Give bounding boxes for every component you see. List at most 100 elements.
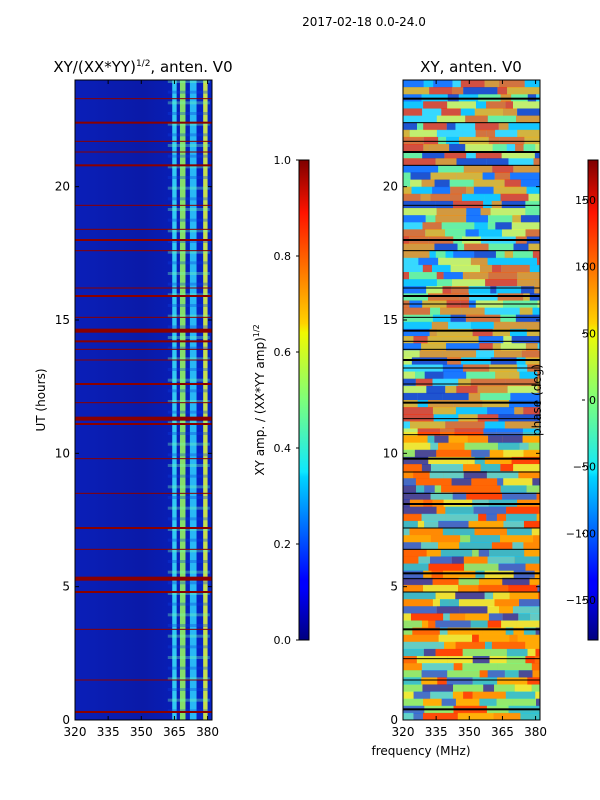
phase-patch (446, 677, 473, 685)
phase-patch (463, 471, 487, 479)
phase-patch (433, 414, 459, 422)
amplitude-texture-row (167, 506, 210, 510)
phase-patch (503, 115, 517, 124)
phase-patch (537, 584, 540, 593)
phase-patch (435, 158, 457, 166)
phase-patch (486, 158, 509, 166)
phase-patch (484, 456, 512, 465)
phase-flag-band (403, 383, 540, 385)
amplitude-texture-row (167, 176, 210, 179)
phase-patch (525, 343, 538, 351)
phase-patch (403, 464, 422, 472)
phase-patch (514, 684, 532, 693)
phase-patch (492, 343, 501, 351)
phase-x-tick-label: 320 (392, 725, 415, 739)
amplitude-texture-row (167, 357, 210, 361)
phase-patch (422, 264, 433, 273)
phase-patch (511, 456, 540, 465)
phase-patch (502, 435, 523, 444)
phase-patch (403, 193, 421, 202)
phase-patch (437, 677, 447, 685)
amplitude-title-exponent: 1/2 (136, 59, 150, 69)
phase-patch (436, 279, 452, 287)
phase-patch (430, 442, 439, 451)
phase-patch (491, 542, 513, 550)
phase-patch (453, 200, 484, 209)
phase-patch (456, 158, 487, 166)
phase-patch (516, 620, 540, 629)
amplitude-texture-row (167, 197, 210, 201)
phase-patch (432, 599, 440, 607)
phase-patch (403, 328, 430, 337)
amplitude-texture-row (167, 282, 210, 286)
phase-patch (519, 371, 538, 380)
amplitude-bright-stripe (179, 80, 186, 720)
phase-patch (424, 371, 444, 380)
amplitude-flag-band (75, 458, 212, 460)
phase-patch (415, 378, 433, 387)
phase-patch (484, 421, 505, 429)
phase-patch (505, 691, 536, 700)
amplitude-flag-band (75, 287, 212, 289)
phase-x-tick-label: 335 (425, 725, 448, 739)
phase-y-tick-label: 5 (390, 580, 398, 594)
phase-patch (451, 279, 486, 287)
phase-patch (403, 471, 414, 479)
phase-patch (465, 613, 489, 621)
phase-patch (403, 179, 411, 188)
phase-patch (403, 144, 424, 152)
phase-patch (403, 165, 439, 173)
phase-patch (462, 129, 476, 138)
amplitude-texture-row (167, 122, 210, 126)
phase-patch (411, 186, 433, 195)
phase-flag-band (403, 97, 540, 100)
phase-patch (488, 613, 503, 621)
phase-patch (495, 222, 512, 230)
phase-patch (465, 144, 493, 152)
amplitude-y-tick-label: 5 (62, 580, 70, 594)
phase-patch (475, 151, 502, 159)
phase-patch (443, 336, 471, 344)
phase-patch (512, 215, 521, 223)
phase-patch (442, 392, 469, 401)
phase-flag-band (403, 295, 540, 297)
phase-patch (472, 549, 479, 557)
phase-patch (528, 193, 540, 202)
phase-patch (474, 222, 488, 230)
phase-patch (534, 286, 540, 294)
phase-patch (426, 549, 441, 557)
phase-patch (403, 542, 422, 550)
phase-patch (478, 584, 509, 593)
phase-patch (531, 684, 540, 693)
phase-patch (429, 144, 450, 152)
phase-panel: XY, anten. V0 320 335 350 365 380 0 5 10 15 20 (383, 58, 547, 739)
phase-patch (403, 257, 419, 266)
phase-patch (421, 513, 446, 522)
phase-colorbar-tick-label: −150 (566, 594, 596, 607)
phase-patch (453, 663, 463, 671)
phase-patch (446, 136, 460, 145)
phase-patch (475, 570, 485, 579)
phase-patch (473, 186, 494, 195)
phase-patch (452, 492, 467, 501)
phase-patch (506, 656, 526, 664)
phase-patch (493, 186, 527, 195)
phase-patch (479, 670, 488, 678)
phase-patch (462, 648, 491, 657)
phase-patch (403, 336, 414, 344)
phase-flag-band (403, 239, 540, 241)
phase-patch (403, 670, 422, 678)
phase-patch (523, 293, 530, 301)
phase-patch (487, 115, 504, 124)
phase-patch (522, 435, 540, 444)
phase-patch (458, 414, 478, 422)
phase-patch (472, 328, 493, 337)
phase-patch (431, 570, 444, 579)
phase-patch (506, 144, 516, 152)
amplitude-texture-row (167, 485, 210, 489)
phase-patch (403, 641, 439, 650)
phase-patch (416, 656, 448, 664)
phase-patch (441, 222, 475, 230)
amplitude-colorbar-tick-label: 0.2 (274, 538, 292, 551)
amplitude-texture-row (167, 133, 210, 137)
